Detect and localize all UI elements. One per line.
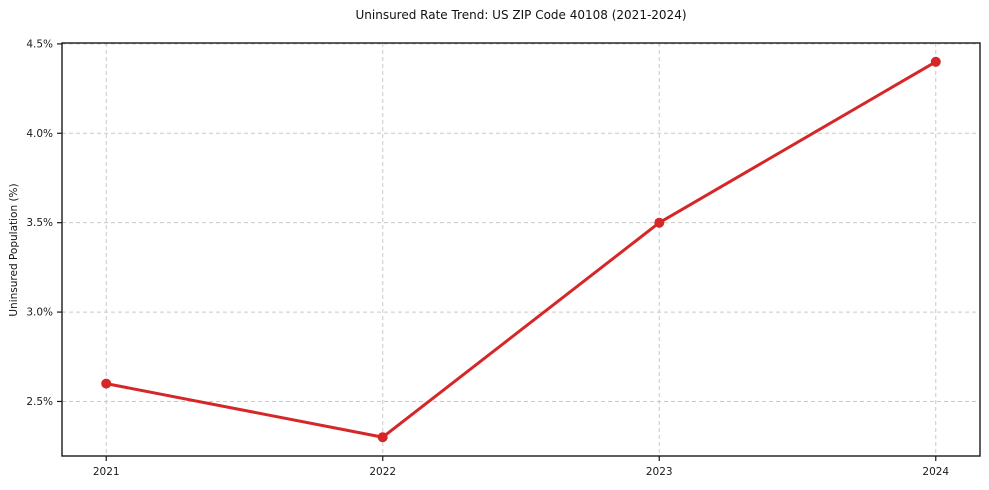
x-tick-label: 2021 bbox=[93, 466, 120, 478]
chart-title: Uninsured Rate Trend: US ZIP Code 40108 … bbox=[355, 8, 687, 22]
y-tick-label: 3.0% bbox=[26, 307, 53, 319]
data-point-marker bbox=[930, 56, 941, 67]
y-tick-label: 2.5% bbox=[26, 396, 53, 408]
plot-border bbox=[61, 42, 981, 457]
data-point-marker bbox=[101, 378, 112, 389]
x-tick-label: 2024 bbox=[922, 466, 949, 478]
data-point-marker bbox=[377, 432, 388, 443]
data-point-marker bbox=[654, 217, 665, 228]
x-tick-label: 2022 bbox=[369, 466, 396, 478]
y-tick-label: 3.5% bbox=[26, 217, 53, 229]
trend-line bbox=[104, 60, 938, 439]
y-tick-label: 4.5% bbox=[26, 38, 53, 50]
x-tick-label: 2023 bbox=[646, 466, 673, 478]
y-tick-label: 4.0% bbox=[26, 128, 53, 140]
